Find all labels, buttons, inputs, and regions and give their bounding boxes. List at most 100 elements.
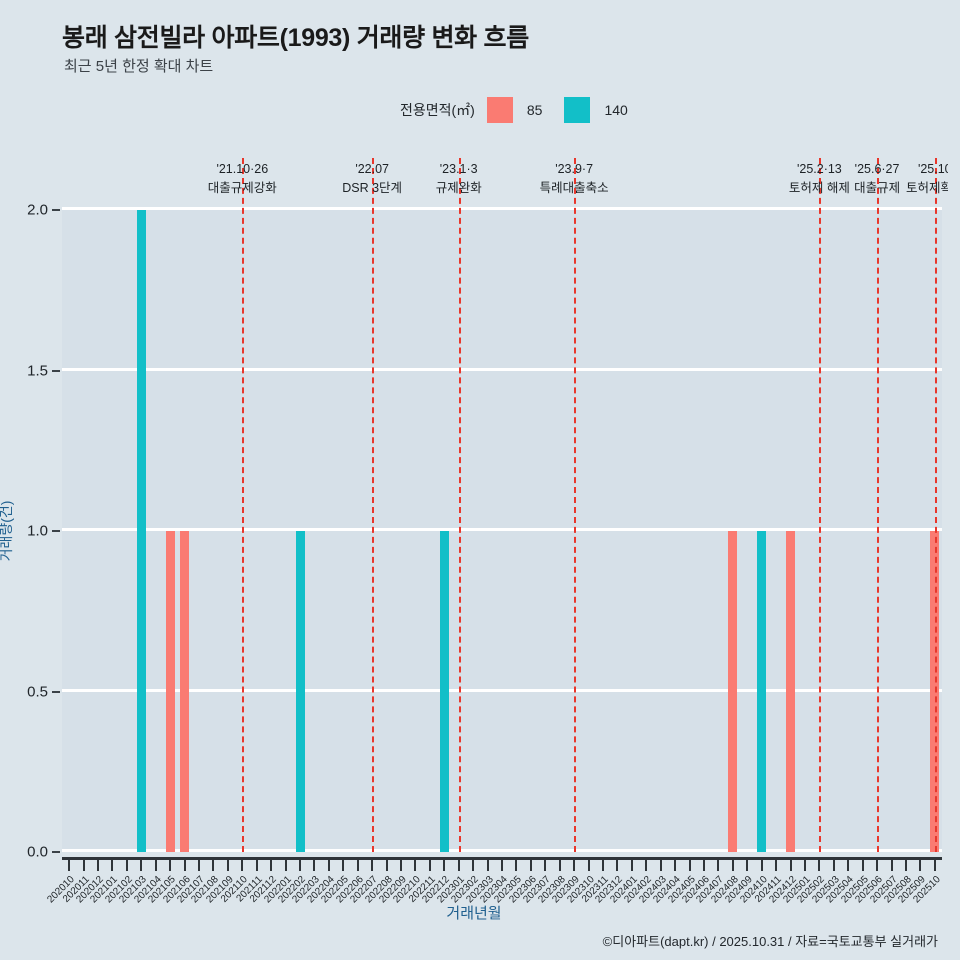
event-label: '22.07 DSR 3단계 xyxy=(342,160,402,198)
event-line xyxy=(242,158,245,852)
x-tick-mark xyxy=(385,860,388,871)
legend-swatch-140 xyxy=(564,97,591,123)
x-tick-mark xyxy=(342,860,345,871)
y-tick-mark xyxy=(52,530,60,532)
bar[interactable] xyxy=(439,531,449,852)
y-tick-mark xyxy=(52,369,60,372)
gridline xyxy=(62,207,942,210)
y-tick-mark xyxy=(52,690,60,693)
x-tick-mark xyxy=(356,860,359,871)
event-date: '23.1·3 xyxy=(439,162,478,176)
event-name: 특례대출축소 xyxy=(539,181,609,195)
x-tick-mark xyxy=(630,860,633,871)
event-line xyxy=(877,158,880,852)
x-tick-mark xyxy=(414,860,417,871)
x-tick-mark xyxy=(616,860,619,871)
x-tick-mark xyxy=(803,860,806,871)
event-label: '25.10 토허제확대 xyxy=(906,160,960,198)
x-tick-mark xyxy=(573,860,576,871)
event-name: 대출규제 xyxy=(854,181,901,195)
x-tick-mark xyxy=(111,860,114,871)
x-axis-title: 거래년월 xyxy=(446,905,502,922)
x-tick-mark xyxy=(847,860,850,871)
y-tick-mark xyxy=(52,209,60,211)
x-tick-mark xyxy=(544,860,547,871)
legend-item-140[interactable]: 140 xyxy=(564,97,628,123)
x-tick-mark xyxy=(904,860,907,871)
event-date: '25.2·13 xyxy=(796,162,842,176)
x-tick-mark xyxy=(601,860,604,871)
x-tick-mark xyxy=(327,860,330,871)
y-tick-label: 0.0 xyxy=(27,843,48,861)
y-tick-label: 1.0 xyxy=(27,522,48,540)
x-tick-mark xyxy=(501,860,503,871)
x-tick-mark xyxy=(861,860,864,871)
x-tick-mark xyxy=(169,860,172,871)
x-tick-mark xyxy=(82,860,85,871)
bar[interactable] xyxy=(180,531,190,852)
legend-item-85[interactable]: 85 xyxy=(486,97,543,123)
x-tick-mark xyxy=(688,860,691,871)
x-tick-mark xyxy=(125,860,128,871)
x-tick-mark xyxy=(890,860,893,871)
x-tick-mark xyxy=(702,860,705,871)
x-tick-mark xyxy=(933,860,936,871)
page-title: 봉래 삼전빌라 아파트(1993) 거래량 변화 흐름 xyxy=(62,24,529,52)
bar[interactable] xyxy=(295,531,305,852)
x-tick-mark xyxy=(717,860,720,871)
x-tick-mark xyxy=(832,860,835,871)
x-tick-mark xyxy=(789,860,792,871)
event-name: 대출규제강화 xyxy=(207,181,277,195)
gridline xyxy=(62,367,942,371)
bar[interactable] xyxy=(728,531,738,852)
x-tick-mark xyxy=(400,860,403,871)
x-tick-mark xyxy=(97,860,100,871)
x-tick-mark xyxy=(760,860,763,871)
x-tick-mark xyxy=(746,860,749,871)
bar[interactable] xyxy=(786,531,796,852)
legend-swatch-85 xyxy=(486,97,513,123)
plot-area xyxy=(62,158,942,852)
y-tick-label: 1.5 xyxy=(27,362,48,379)
x-tick-mark xyxy=(674,860,677,871)
bar[interactable] xyxy=(757,531,767,852)
x-axis-line xyxy=(62,857,942,860)
x-tick-mark xyxy=(241,860,244,871)
event-name: 토허제 해제 xyxy=(788,181,850,195)
x-tick-mark xyxy=(731,860,734,871)
event-line xyxy=(934,158,937,852)
event-line xyxy=(372,158,375,852)
gridline xyxy=(62,849,942,852)
y-tick-label: 2.0 xyxy=(27,201,48,219)
bar[interactable] xyxy=(136,210,146,852)
x-tick-mark xyxy=(284,860,287,871)
x-tick-mark xyxy=(486,860,489,871)
x-tick-mark xyxy=(140,860,143,871)
gridline xyxy=(62,688,942,692)
x-tick-mark xyxy=(457,860,460,871)
event-date: '25.10 xyxy=(917,162,952,176)
x-tick-mark xyxy=(226,860,229,871)
edge-clip-mask xyxy=(948,150,960,210)
gridline xyxy=(62,528,942,531)
x-tick-mark xyxy=(472,860,475,871)
x-tick-mark xyxy=(919,860,922,871)
event-label: '21.10·26 대출규제강화 xyxy=(208,160,277,198)
legend-title: 전용면적(㎡) xyxy=(400,102,475,118)
x-tick-mark xyxy=(270,860,273,871)
legend-label-140: 140 xyxy=(604,102,628,118)
bar[interactable] xyxy=(165,531,175,852)
y-tick-mark xyxy=(52,851,60,853)
y-axis-title: 거래량(건) xyxy=(0,500,14,562)
x-tick-mark xyxy=(443,860,446,871)
x-tick-mark xyxy=(587,860,590,871)
event-line xyxy=(819,158,822,852)
legend-label-85: 85 xyxy=(526,102,543,118)
event-date: '23.9·7 xyxy=(555,162,594,176)
x-tick-mark xyxy=(659,860,662,871)
x-tick-mark xyxy=(299,860,302,871)
x-tick-mark xyxy=(68,860,71,871)
x-tick-mark xyxy=(183,860,186,871)
x-tick-mark xyxy=(515,860,518,871)
x-tick-mark xyxy=(558,860,561,871)
